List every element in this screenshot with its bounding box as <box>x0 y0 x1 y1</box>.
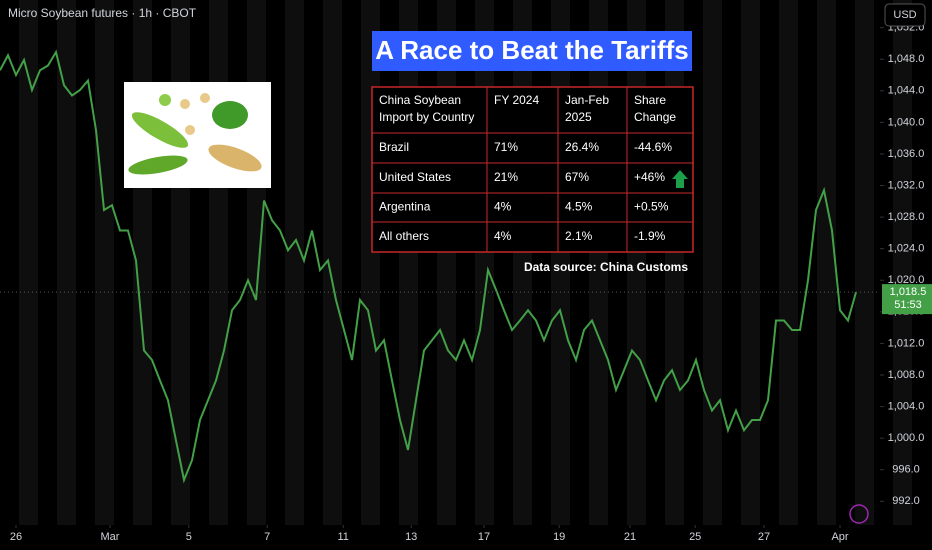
table-cell: All others <box>379 229 429 243</box>
y-tick-label: 1,024.0 <box>888 243 925 255</box>
x-tick-label: 5 <box>186 531 192 543</box>
x-tick-label: 7 <box>264 531 270 543</box>
session-band <box>361 0 380 525</box>
session-band <box>475 0 494 525</box>
y-tick-label: 1,020.0 <box>888 274 925 286</box>
x-tick-label: 25 <box>689 531 701 543</box>
soybean-image <box>124 82 271 188</box>
up-arrow <box>672 170 688 188</box>
table-header: Jan-Feb 2025 <box>565 93 609 124</box>
price-line <box>0 49 857 484</box>
session-band <box>95 0 114 525</box>
last-price-label: 1,018.5 <box>890 286 927 298</box>
y-tick-label: 1,000.0 <box>888 432 925 444</box>
table-cell: United States <box>379 170 451 184</box>
x-tick-label: 26 <box>10 531 22 543</box>
table-cell: +46% <box>634 170 665 184</box>
table-cell: 2.1% <box>565 229 593 243</box>
session-band <box>285 0 304 525</box>
symbol-title: Micro Soybean futures · 1h · CBOT <box>8 6 197 20</box>
y-tick-label: 1,032.0 <box>888 179 925 191</box>
table-bg <box>371 86 694 253</box>
table-header: Share Change <box>634 93 676 124</box>
table-cell: 4% <box>494 200 512 214</box>
table-cell: 71% <box>494 140 518 154</box>
alert-icon[interactable] <box>849 504 869 524</box>
table-cell: -1.9% <box>634 229 666 243</box>
session-band <box>703 0 722 525</box>
data-source: Data source: China Customs <box>524 260 688 274</box>
table-cell: Argentina <box>379 200 431 214</box>
table-cell: 4% <box>494 229 512 243</box>
table-cell: -44.6% <box>634 140 672 154</box>
plot: 992.0 996.0 1,000.0 1,004.0 1,008.0 1,012.0 1,… <box>0 22 932 543</box>
y-tick-label: 1,028.0 <box>888 211 925 223</box>
table-cell: 21% <box>494 170 518 184</box>
session-band <box>171 0 190 525</box>
countdown: 51:53 <box>894 299 922 311</box>
currency-button[interactable] <box>884 3 926 27</box>
x-tick-label: Apr <box>831 531 848 543</box>
y-tick-label: 1,044.0 <box>888 85 925 97</box>
session-band <box>437 0 456 525</box>
table-cell: 4.5% <box>565 200 593 214</box>
y-tick-label: 1,012.0 <box>888 337 925 349</box>
table-header: China Soybean Import by Country <box>379 93 474 124</box>
session-band <box>19 0 38 525</box>
banner-bg <box>372 31 692 71</box>
session-band <box>247 0 266 525</box>
x-tick-label: 27 <box>758 531 770 543</box>
table-cell: 26.4% <box>565 140 599 154</box>
y-tick-label: 1,036.0 <box>888 148 925 160</box>
y-tick-label: 1,004.0 <box>888 400 925 412</box>
table-cell: Brazil <box>379 140 409 154</box>
x-tick-label: 13 <box>405 531 417 543</box>
session-band <box>817 0 836 525</box>
session-band <box>741 0 760 525</box>
y-tick-label: 992.0 <box>892 495 920 507</box>
y-tick-label: 1,052.0 <box>888 22 925 34</box>
table-header: FY 2024 <box>494 93 539 107</box>
y-tick-label: 1,008.0 <box>888 369 925 381</box>
y-tick-label: 996.0 <box>892 464 920 476</box>
session-band <box>779 0 798 525</box>
y-tick-label: 1,040.0 <box>888 116 925 128</box>
x-tick-label: 11 <box>337 531 348 543</box>
session-band <box>209 0 228 525</box>
currency-label: USD <box>893 9 916 21</box>
session-band <box>57 0 76 525</box>
x-tick-label: Mar <box>101 531 120 543</box>
table-cell: 67% <box>565 170 589 184</box>
session-band <box>855 0 874 525</box>
banner-title: A Race to Beat the Tariffs <box>375 35 689 65</box>
last-price-tag <box>882 284 932 315</box>
session-band <box>323 0 342 525</box>
x-tick-label: 21 <box>624 531 636 543</box>
x-tick-label: 17 <box>478 531 490 543</box>
session-band <box>893 0 912 525</box>
import-table: China Soybean Import by Country FY 2024 Jan… <box>371 86 694 253</box>
x-tick-label: 19 <box>553 531 565 543</box>
y-tick-label: 1,048.0 <box>888 53 925 65</box>
table-cell: +0.5% <box>634 200 669 214</box>
